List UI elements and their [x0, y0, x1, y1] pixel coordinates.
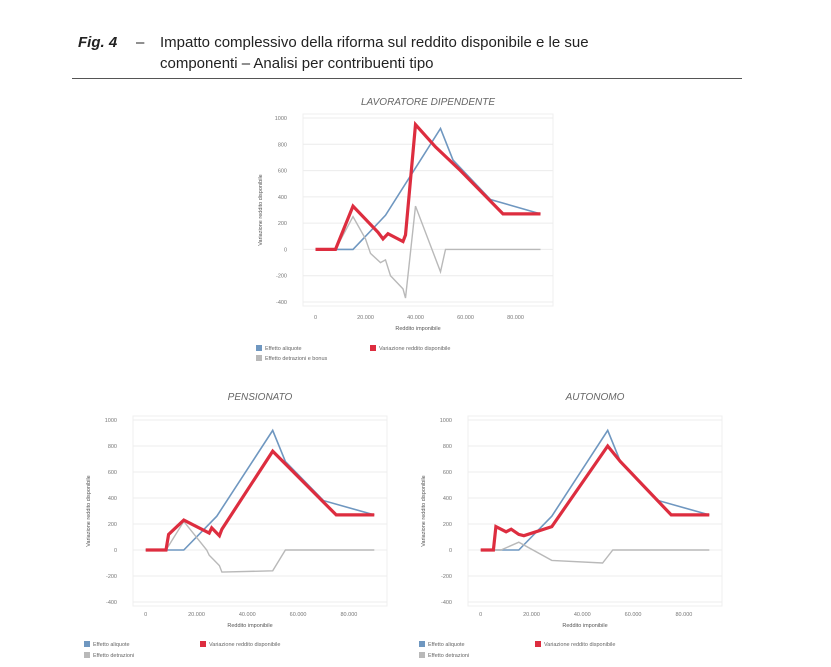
x-tick-label: 20.000 — [523, 612, 540, 618]
legend-swatch-effetto-detrazioni — [419, 652, 425, 658]
legend-label-effetto-detrazioni: Effetto detrazioni — [428, 653, 469, 659]
series-line-effetto-detrazioni-e-bonus — [315, 205, 541, 299]
x-tick-label: 20.000 — [357, 315, 374, 321]
y-tick-label: 200 — [443, 522, 452, 528]
legend-swatch-effetto-detrazioni — [84, 652, 90, 658]
x-axis-label: Reddito imponibile — [395, 326, 440, 332]
y-tick-label: 400 — [278, 195, 287, 201]
x-tick-label: 40.000 — [407, 315, 424, 321]
y-tick-label: 400 — [443, 496, 452, 502]
series-line-variazione-reddito-disponibile — [315, 120, 541, 251]
y-axis-label: Variazione reddito disponibile — [258, 174, 264, 245]
legend-label-variazione-reddito-disponibile: Variazione reddito disponibile — [209, 642, 280, 648]
y-tick-label: -200 — [106, 574, 117, 580]
chart-autonomo: AUTONOMO -400 -200 0 200 400 600 800 1000 0 20.000… — [419, 392, 723, 659]
y-tick-label: 600 — [278, 169, 287, 175]
x-tick-label: 60.000 — [290, 612, 307, 618]
chart-pensionato: PENSIONATO -400 -200 0 200 400 600 800 1000 0 20.0… — [84, 392, 388, 659]
x-axis-label: Reddito imponibile — [227, 623, 272, 629]
legend-swatch-effetto-aliquote — [84, 641, 90, 647]
y-tick-label: 400 — [108, 496, 117, 502]
y-axis-label: Variazione reddito disponibile — [421, 475, 427, 546]
plot-area — [467, 415, 723, 607]
x-tick-label: 80.000 — [507, 315, 524, 321]
x-axis-label: Reddito imponibile — [562, 623, 607, 629]
y-tick-label: 800 — [108, 444, 117, 450]
y-tick-label: 0 — [449, 548, 452, 554]
chart-lavoratore-dipendente: LAVORATORE DIPENDENTE -400 -200 0 200 400 600 8… — [256, 97, 554, 362]
series-line-variazione-reddito-disponibile — [480, 443, 710, 552]
x-tick-label: 0 — [144, 612, 147, 618]
y-tick-label: 0 — [284, 247, 287, 253]
x-tick-label: 60.000 — [457, 315, 474, 321]
legend-swatch-variazione-reddito-disponibile — [200, 641, 206, 647]
y-tick-label: 200 — [278, 221, 287, 227]
series-line-effetto-detrazioni — [480, 541, 710, 564]
caption-line-1: Impatto complessivo della riforma sul re… — [160, 34, 589, 51]
x-tick-label: 0 — [314, 315, 317, 321]
y-tick-label: 200 — [108, 522, 117, 528]
y-tick-label: 1000 — [440, 418, 452, 424]
x-tick-label: 0 — [479, 612, 482, 618]
y-tick-label: -400 — [276, 300, 287, 306]
y-tick-label: -400 — [106, 600, 117, 606]
x-tick-label: 80.000 — [340, 612, 357, 618]
y-tick-label: 0 — [114, 548, 117, 554]
chart-title: PENSIONATO — [228, 392, 293, 403]
x-tick-label: 40.000 — [574, 612, 591, 618]
legend-swatch-effetto-detrazioni-e-bonus — [256, 355, 262, 361]
y-tick-label: 1000 — [105, 418, 117, 424]
legend-label-effetto-detrazioni: Effetto detrazioni — [93, 653, 134, 659]
legend-swatch-variazione-reddito-disponibile — [535, 641, 541, 647]
legend-label-variazione-reddito-disponibile: Variazione reddito disponibile — [379, 346, 450, 352]
plot-area — [132, 415, 388, 607]
y-tick-label: -200 — [441, 574, 452, 580]
x-tick-label: 80.000 — [675, 612, 692, 618]
y-axis-label: Variazione reddito disponibile — [86, 475, 92, 546]
x-tick-label: 40.000 — [239, 612, 256, 618]
plot-area — [302, 113, 554, 307]
y-tick-label: -400 — [441, 600, 452, 606]
caption-dash: – — [136, 34, 145, 51]
caption-rule — [72, 78, 742, 79]
series-line-variazione-reddito-disponibile — [145, 448, 375, 552]
legend-label-variazione-reddito-disponibile: Variazione reddito disponibile — [544, 642, 615, 648]
chart-title: LAVORATORE DIPENDENTE — [361, 97, 495, 108]
y-tick-label: -200 — [276, 274, 287, 280]
series-line-effetto-detrazioni — [145, 520, 375, 573]
legend-label-effetto-aliquote: Effetto aliquote — [428, 642, 465, 648]
legend-swatch-variazione-reddito-disponibile — [370, 345, 376, 351]
y-tick-label: 1000 — [275, 116, 287, 122]
x-tick-label: 60.000 — [625, 612, 642, 618]
y-tick-label: 600 — [443, 470, 452, 476]
legend-label-effetto-aliquote: Effetto aliquote — [265, 346, 302, 352]
figure-label: Fig. 4 — [78, 34, 118, 51]
legend-swatch-effetto-aliquote — [256, 345, 262, 351]
legend-swatch-effetto-aliquote — [419, 641, 425, 647]
x-tick-label: 20.000 — [188, 612, 205, 618]
legend-label-effetto-aliquote: Effetto aliquote — [93, 642, 130, 648]
chart-title: AUTONOMO — [565, 392, 625, 403]
y-tick-label: 800 — [278, 142, 287, 148]
y-tick-label: 600 — [108, 470, 117, 476]
caption-line-2: componenti – Analisi per contribuenti ti… — [160, 55, 434, 72]
y-tick-label: 800 — [443, 444, 452, 450]
legend-label-effetto-detrazioni-e-bonus: Effetto detrazioni e bonus — [265, 356, 328, 362]
